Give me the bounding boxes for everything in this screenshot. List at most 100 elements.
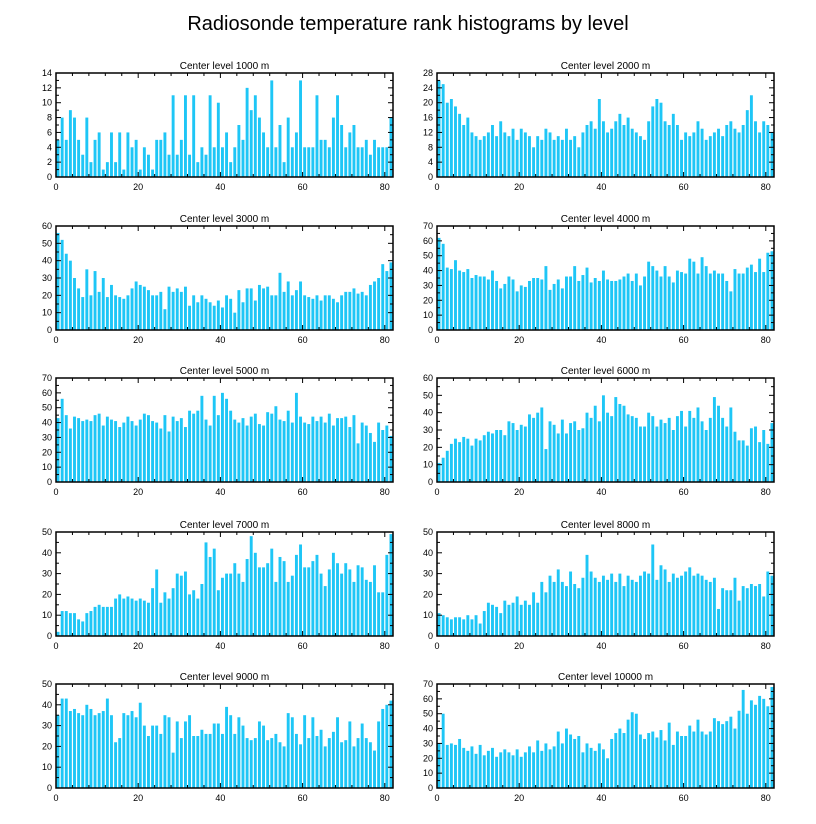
- histogram-bar: [622, 125, 626, 177]
- x-tick-label: 20: [133, 793, 143, 803]
- x-tick-label: 80: [761, 641, 771, 651]
- x-tick-label: 80: [380, 487, 390, 497]
- histogram-bar: [327, 738, 331, 788]
- histogram-bar: [597, 99, 601, 177]
- histogram-bar: [593, 128, 597, 177]
- histogram-bar: [245, 738, 249, 788]
- histogram-bar: [142, 413, 146, 482]
- histogram-panel: Center level 2000 m 0 20 40 60 80 0 4 8 12 16 20 24 2…: [423, 61, 775, 192]
- histogram-bar: [122, 598, 126, 636]
- y-tick-label: 30: [423, 425, 433, 435]
- histogram-bar: [745, 110, 749, 177]
- x-tick-label: 80: [761, 335, 771, 345]
- histogram-bar: [360, 422, 364, 482]
- histogram-bar: [352, 581, 356, 636]
- histogram-bar: [184, 721, 187, 788]
- y-tick-label: 12: [42, 83, 52, 93]
- histogram-bar: [385, 271, 389, 330]
- histogram-bar: [307, 147, 311, 177]
- y-tick-label: 50: [42, 403, 52, 413]
- histogram-bar: [680, 736, 683, 788]
- histogram-bar: [704, 734, 708, 788]
- histogram-bar: [105, 162, 109, 177]
- histogram-bar: [622, 405, 626, 482]
- histogram-bar: [327, 147, 331, 177]
- histogram-bar: [466, 438, 470, 482]
- histogram-bar: [364, 425, 368, 482]
- histogram-bar: [97, 604, 101, 636]
- histogram-bar: [733, 728, 737, 788]
- histogram-bar: [663, 266, 667, 330]
- histogram-bar: [270, 80, 274, 177]
- histogram-bar: [712, 270, 716, 330]
- panel-title: Center level 8000 m: [561, 520, 651, 531]
- histogram-bar: [499, 121, 503, 177]
- histogram-bar: [348, 427, 352, 482]
- histogram-bar: [385, 425, 389, 482]
- histogram-bar: [458, 617, 462, 636]
- histogram-bar: [81, 621, 85, 636]
- histogram-bar: [340, 418, 344, 482]
- histogram-bar: [262, 288, 265, 330]
- y-tick-label: 10: [423, 610, 433, 620]
- histogram-bar: [610, 416, 614, 482]
- x-tick-label: 0: [53, 641, 58, 651]
- histogram-bar: [758, 132, 762, 177]
- histogram-bar: [445, 102, 449, 177]
- y-tick-label: 20: [42, 447, 52, 457]
- x-tick-label: 60: [679, 641, 689, 651]
- histogram-bar: [68, 613, 72, 636]
- histogram-bar: [364, 579, 368, 636]
- histogram-bar: [614, 397, 618, 482]
- histogram-bar: [344, 563, 348, 636]
- histogram-bar: [389, 534, 393, 636]
- histogram-bar: [360, 147, 364, 177]
- y-tick-label: 40: [423, 548, 433, 558]
- histogram-panel: Center level 4000 m 0 20 40 60 80 0 10 20 30 40 50 6…: [423, 214, 775, 345]
- histogram-bar: [225, 295, 229, 330]
- histogram-bar: [364, 139, 368, 177]
- histogram-bar: [142, 725, 146, 788]
- histogram-bar: [377, 147, 381, 177]
- histogram-bar: [560, 419, 564, 482]
- histogram-bar: [507, 421, 511, 482]
- histogram-bar: [77, 418, 81, 482]
- histogram-bar: [680, 139, 683, 177]
- histogram-bar: [754, 426, 757, 482]
- histogram-bar: [766, 125, 770, 177]
- histogram-bar: [569, 734, 573, 788]
- y-tick-label: 0: [428, 477, 433, 487]
- histogram-bar: [360, 723, 364, 788]
- histogram-bar: [725, 426, 729, 482]
- histogram-bar: [675, 125, 679, 177]
- histogram-bar: [122, 422, 126, 482]
- histogram-bar: [290, 717, 294, 788]
- histogram-bar: [486, 602, 490, 636]
- histogram-bar: [233, 563, 237, 636]
- histogram-bar: [519, 604, 523, 636]
- x-tick-label: 80: [380, 182, 390, 192]
- y-tick-label: 40: [42, 418, 52, 428]
- histogram-bar: [105, 606, 109, 636]
- histogram-bar: [241, 418, 245, 482]
- histogram-bar: [622, 276, 626, 330]
- panel-title: Center level 1000 m: [180, 61, 270, 72]
- histogram-bar: [142, 147, 146, 177]
- histogram-bar: [692, 261, 696, 330]
- histogram-bar: [282, 746, 286, 788]
- histogram-bar: [651, 544, 655, 636]
- histogram-bar: [60, 611, 64, 636]
- histogram-bar: [680, 410, 683, 482]
- histogram-bar: [105, 698, 109, 788]
- histogram-bar: [155, 569, 159, 636]
- histogram-bar: [319, 416, 323, 482]
- x-tick-label: 0: [434, 335, 439, 345]
- histogram-bar: [758, 442, 762, 482]
- x-tick-label: 60: [679, 793, 689, 803]
- histogram-bar: [159, 291, 163, 330]
- histogram-bar: [523, 752, 527, 788]
- histogram-bar: [671, 430, 675, 482]
- y-tick-label: 20: [42, 741, 52, 751]
- histogram-bar: [704, 430, 708, 482]
